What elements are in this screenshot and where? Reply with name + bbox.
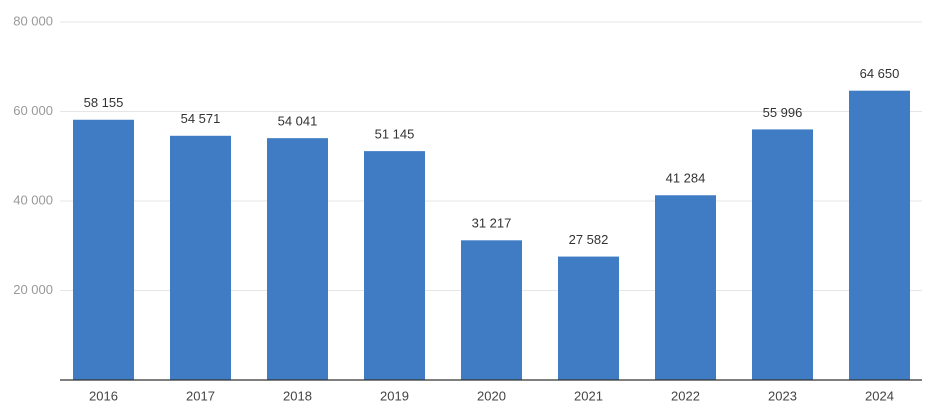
x-tick-label: 2024: [865, 388, 894, 403]
y-tick-label: 40 000: [13, 192, 53, 207]
bar: [73, 119, 134, 380]
value-label: 64 650: [860, 66, 900, 81]
bar: [655, 195, 716, 380]
bar: [558, 256, 619, 380]
value-label: 27 582: [569, 232, 609, 247]
bar: [461, 240, 522, 380]
y-tick-label: 20 000: [13, 282, 53, 297]
bar: [752, 129, 813, 380]
bar: [170, 135, 231, 380]
value-label: 54 041: [278, 114, 318, 129]
value-label: 55 996: [763, 105, 803, 120]
x-tick-label: 2016: [89, 388, 118, 403]
y-tick-label: 80 000: [13, 13, 53, 28]
bar: [364, 151, 425, 380]
x-tick-label: 2020: [477, 388, 506, 403]
value-label: 31 217: [472, 216, 512, 231]
x-tick-label: 2019: [380, 388, 409, 403]
value-label: 54 571: [181, 111, 221, 126]
value-label: 58 155: [84, 95, 124, 110]
value-label: 41 284: [666, 171, 706, 186]
x-tick-label: 2018: [283, 388, 312, 403]
x-tick-label: 2017: [186, 388, 215, 403]
bar: [849, 90, 910, 380]
y-tick-label: 60 000: [13, 103, 53, 118]
x-tick-label: 2023: [768, 388, 797, 403]
value-label: 51 145: [375, 127, 415, 142]
x-tick-label: 2022: [671, 388, 700, 403]
x-tick-label: 2021: [574, 388, 603, 403]
bar: [267, 138, 328, 380]
